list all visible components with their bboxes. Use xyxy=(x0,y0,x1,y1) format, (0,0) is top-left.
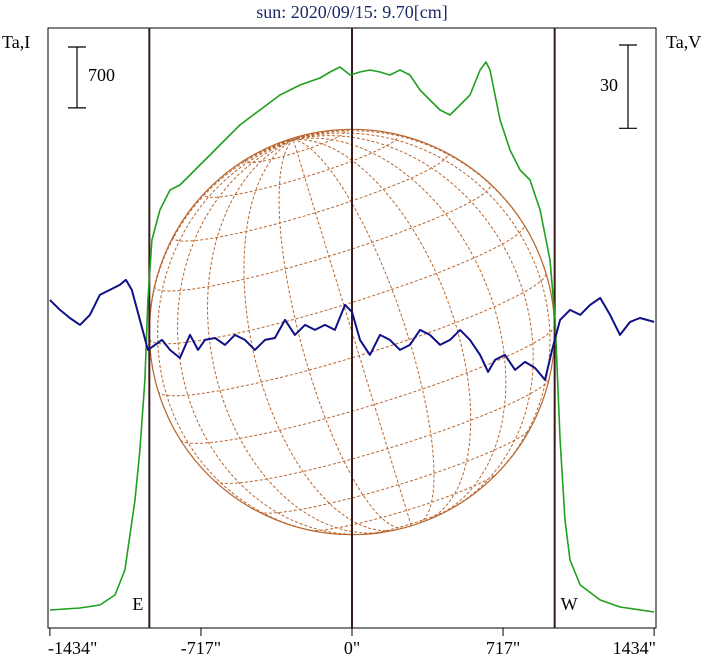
disk-grid xyxy=(292,139,412,526)
disk-grid xyxy=(206,139,383,534)
series-line xyxy=(49,61,655,613)
y2-scale-bar xyxy=(619,44,637,129)
y2-scale-bar-label: 30 xyxy=(600,75,618,95)
disk-grid xyxy=(203,133,399,198)
disk-grid xyxy=(293,138,472,522)
chart-title: sun: 2020/09/15: 9.70[cm] xyxy=(256,2,448,22)
disk-grid xyxy=(221,139,294,178)
x-tick-label: 717" xyxy=(486,638,520,658)
disk-grid xyxy=(278,139,404,529)
disk-grid xyxy=(243,139,396,532)
disk-grid xyxy=(157,139,321,533)
disk-grid xyxy=(293,137,507,516)
disk-grid xyxy=(172,152,448,242)
y2-axis-label: Ta,V xyxy=(666,32,701,52)
disk-grid xyxy=(310,472,498,531)
disk-grid xyxy=(177,139,367,536)
y-scale-bar xyxy=(68,46,86,109)
x-tick-label: 0" xyxy=(344,638,360,658)
disk-grid xyxy=(180,325,555,444)
x-tick-label: 1434" xyxy=(613,638,656,658)
series-line xyxy=(49,278,655,381)
y-axis-label: Ta,I xyxy=(2,32,30,52)
disk-grid xyxy=(293,135,534,509)
limb-label: W xyxy=(561,594,578,614)
x-tick-label: -1434" xyxy=(48,638,97,658)
x-tick-label: -717" xyxy=(181,638,221,658)
y-scale-bar-label: 700 xyxy=(88,65,115,85)
disk-grid xyxy=(293,139,435,524)
disk-grid xyxy=(293,132,551,481)
limb-label: E xyxy=(132,594,143,614)
disk-grid xyxy=(258,428,531,514)
